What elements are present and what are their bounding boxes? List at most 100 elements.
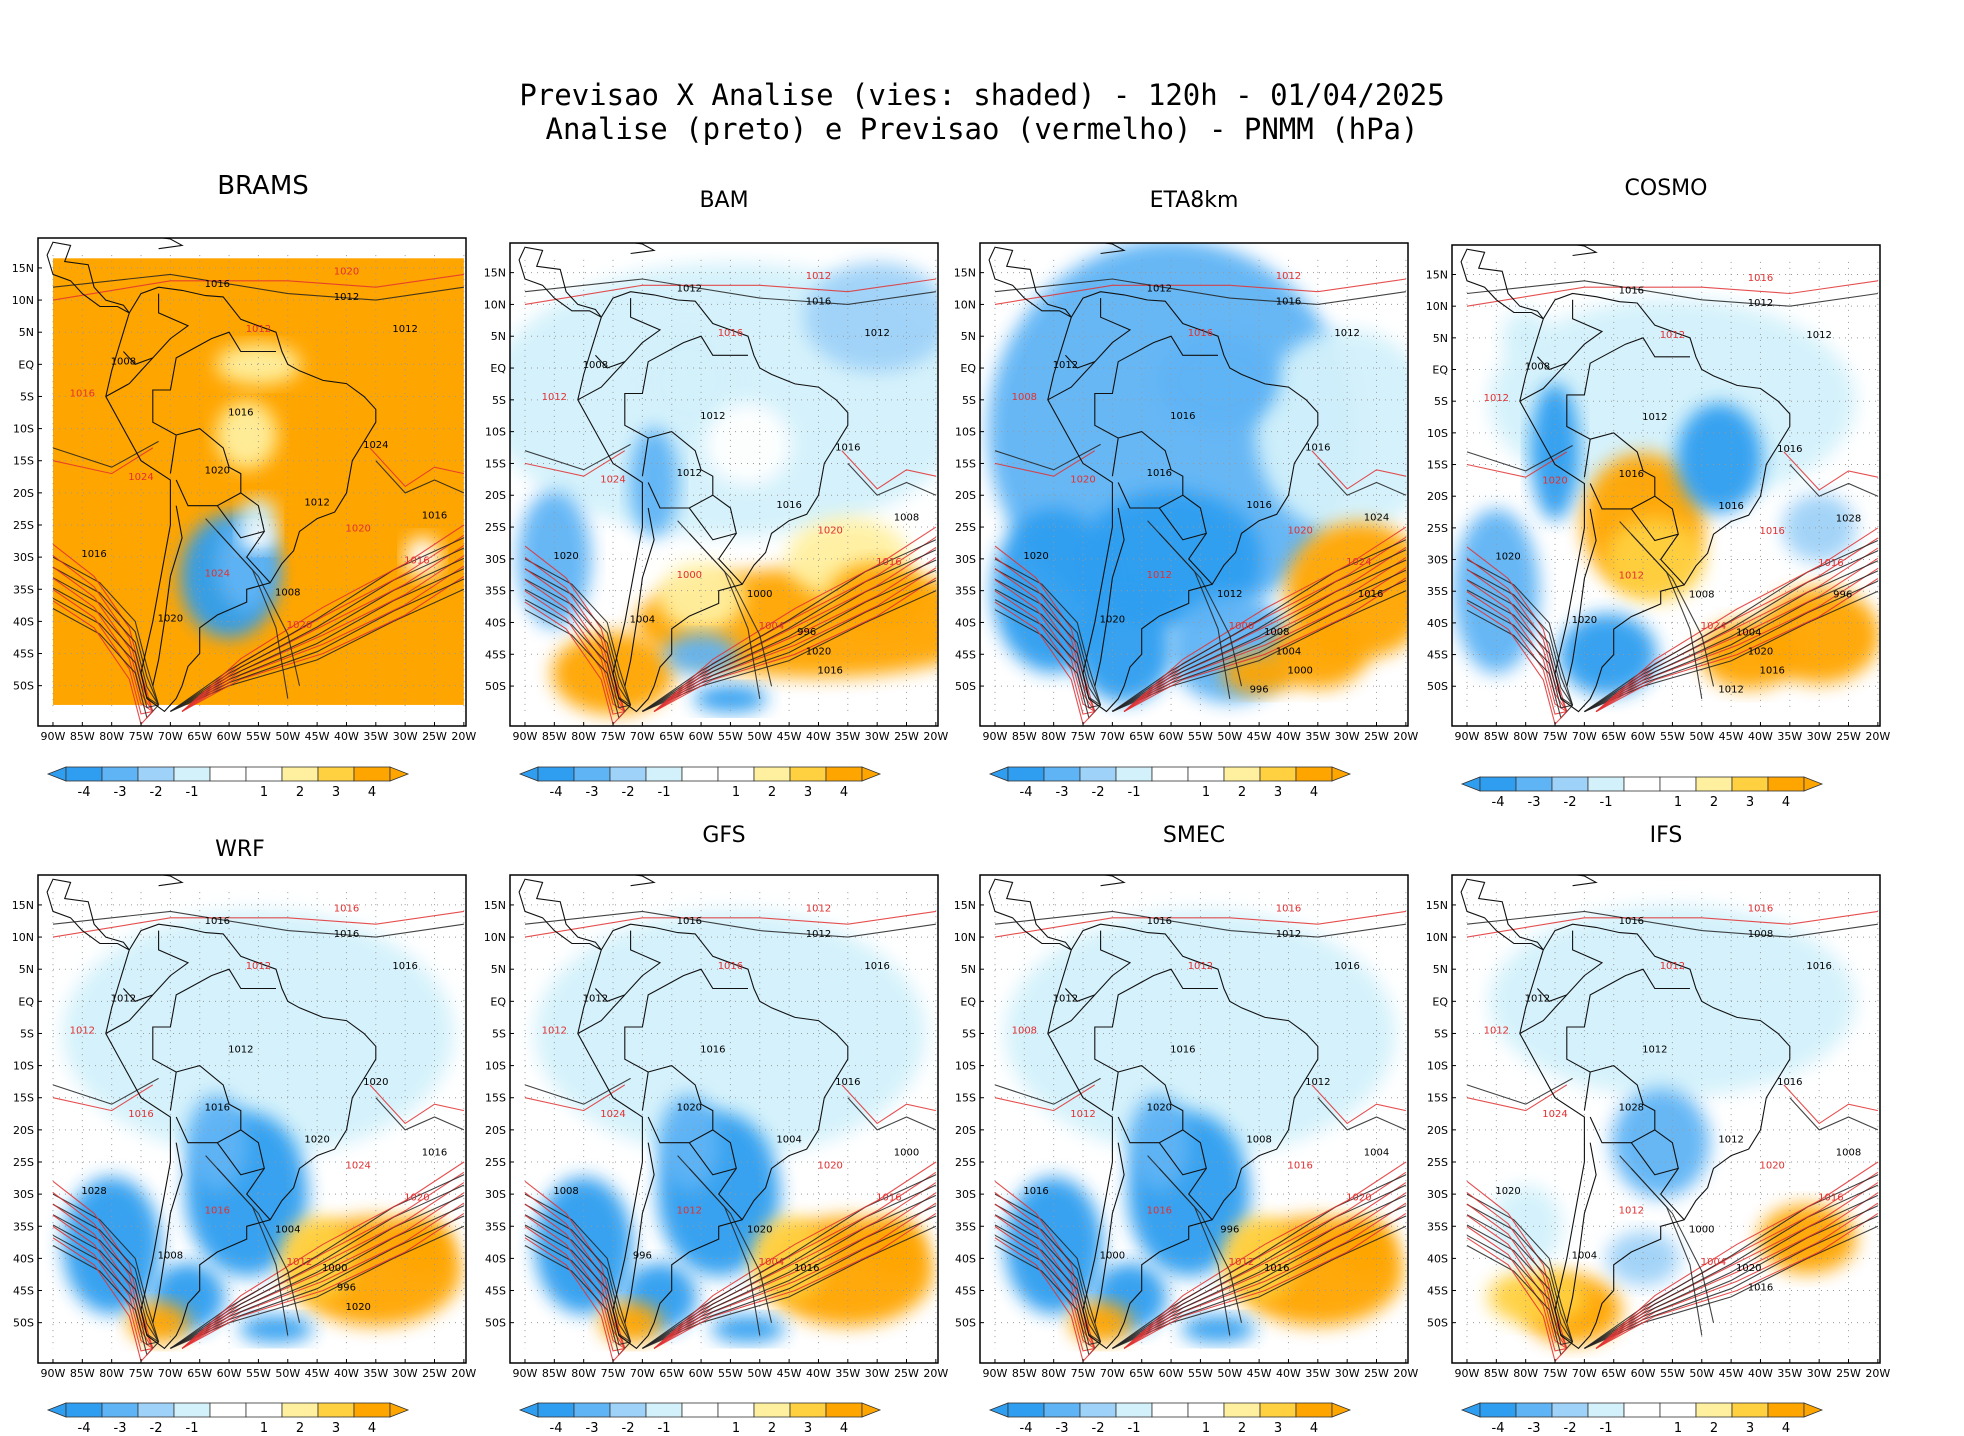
lon-label: 30W	[393, 1367, 418, 1380]
panel-cosmo: COSMO10161012100810121012101610161020101…	[1426, 176, 1891, 743]
contour-label-black: 1016	[1023, 1186, 1048, 1197]
colorbar-segment	[1007, 766, 1045, 782]
map-frame	[979, 242, 1409, 727]
lat-label: 35S	[13, 1220, 34, 1233]
contour-label-black: 1016	[835, 1077, 860, 1088]
contour-label-black: 1016	[205, 279, 230, 290]
contour-label-red: 1000	[1229, 621, 1254, 632]
contour-label-black: 1016	[1777, 444, 1802, 455]
contour-label-black: 1012	[1053, 360, 1078, 371]
lat-label: 10S	[485, 426, 506, 439]
contour-label-black: 1016	[1147, 916, 1172, 927]
contour-label-black: 1020	[345, 1302, 370, 1313]
lon-label: 85W	[1012, 1367, 1037, 1380]
colorbar-label: -1	[658, 1421, 671, 1436]
lon-label: 50W	[747, 1367, 772, 1380]
contour-label-red: 1016	[334, 903, 359, 914]
colorbar-segment	[537, 766, 575, 782]
lat-label: 35S	[955, 1220, 976, 1233]
lat-label: 15S	[1427, 459, 1448, 472]
isobars	[1466, 280, 1879, 726]
panel-eta8km: ETA8km1012101610121012101610161016102010…	[954, 188, 1419, 743]
contour-label-red: 1020	[334, 266, 359, 277]
map-area: 1012 1016 1012 1012 1016 1016 1016 1020 1016 1024…	[980, 243, 1408, 726]
contour-label-red: 1008	[1012, 1025, 1037, 1036]
lon-label: 45W	[1719, 730, 1744, 743]
contour-label-red: 1012	[677, 1205, 702, 1216]
contour-label-red: 1012	[1070, 1109, 1095, 1120]
lon-label: 50W	[1689, 730, 1714, 743]
colorbar-label: 2	[296, 1421, 304, 1436]
lat-label: 5S	[20, 390, 34, 403]
lon-label: 40W	[334, 1367, 359, 1380]
colorbar-low-arrow	[988, 766, 1009, 782]
lat-label: 15S	[13, 1092, 34, 1105]
colorbar-segment	[173, 1402, 211, 1418]
colorbar-segment	[209, 1402, 247, 1418]
contour-label-black: 1012	[228, 1045, 253, 1056]
contour-label-red: 1012	[246, 961, 271, 972]
lon-label: 65W	[187, 1367, 212, 1380]
lon-label: 60W	[1631, 730, 1656, 743]
contour-label-black: 1004	[776, 1135, 801, 1146]
panel-ifs: IFS1016100810121016101210161028102010121…	[1426, 823, 1891, 1380]
contour-label-black: 1012	[864, 328, 889, 339]
coastlines	[518, 243, 849, 713]
contour-label-black: 1016	[1246, 500, 1271, 511]
colorbar-segment	[573, 766, 611, 782]
colorbar-segment	[1151, 1402, 1189, 1418]
lat-label: 20S	[1427, 490, 1448, 503]
colorbar-label: -3	[1056, 785, 1069, 800]
lon-label: 20W	[451, 730, 476, 743]
contour-label-black: 1000	[1689, 1225, 1714, 1236]
lon-label: 75W	[1543, 1367, 1568, 1380]
colorbar-label: -1	[1600, 795, 1613, 810]
contour-label-red: 1016	[404, 556, 429, 567]
contour-label-black: 1016	[1718, 501, 1743, 512]
lon-label: 90W	[983, 730, 1008, 743]
contour-label-red: 1016	[70, 388, 95, 399]
panel-title: BRAMS	[217, 171, 309, 201]
contour-labels: 1016 1012 1012 1016 1016 1012 1020 1016 1008 1004…	[1012, 903, 1390, 1274]
colorbar-segment	[537, 1402, 575, 1418]
lon-label: 35W	[1777, 730, 1802, 743]
contour-label-red: 1024	[205, 568, 230, 579]
lat-label: 20S	[13, 1124, 34, 1137]
lat-label: 10N	[1426, 300, 1448, 313]
lon-label: 80W	[571, 730, 596, 743]
colorbar-label: 4	[368, 1421, 376, 1436]
lat-label: 50S	[1427, 1317, 1448, 1330]
lat-label: 45S	[1427, 1285, 1448, 1298]
lon-label: 30W	[1335, 1367, 1360, 1380]
colorbar-segment	[1223, 766, 1261, 782]
lat-label: 10N	[954, 931, 976, 944]
colorbar-label: -2	[1564, 1421, 1577, 1436]
colorbar-segment	[1515, 776, 1553, 792]
lon-label: 80W	[99, 1367, 124, 1380]
colorbar-high-arrow	[861, 1402, 882, 1418]
colorbar-label: 2	[1710, 795, 1718, 810]
contour-label-black: 1020	[1572, 615, 1597, 626]
contour-label-black: 1020	[806, 646, 831, 657]
colorbar-segment	[101, 766, 139, 782]
colorbar-high-arrow	[1331, 766, 1352, 782]
colorbar-segment	[1623, 1402, 1661, 1418]
contour-label-black: 1016	[1170, 1045, 1195, 1056]
contour-label-black: 1020	[363, 1077, 388, 1088]
lon-label: 60W	[689, 730, 714, 743]
colorbar-label: 1	[1202, 785, 1210, 800]
lon-label: 90W	[1455, 730, 1480, 743]
colorbar-label: -1	[1128, 1421, 1141, 1436]
colorbar-segment	[1295, 766, 1333, 782]
lon-label: 90W	[513, 730, 538, 743]
contour-label-red: 1004	[759, 621, 784, 632]
colorbar: -4 -3 -2 -1 1 2 3 4	[988, 766, 1352, 800]
map-frame	[37, 237, 467, 727]
contour-label-black: 1012	[1642, 1045, 1667, 1056]
lon-label: 35W	[835, 1367, 860, 1380]
lon-label: 25W	[422, 1367, 447, 1380]
figure-title-line1: Previsao X Analise (vies: shaded) - 120h…	[519, 78, 1445, 112]
contour-labels: 1016 1012 1008 1012 1016 1024 1020 1016 1012 1016…	[70, 266, 448, 630]
